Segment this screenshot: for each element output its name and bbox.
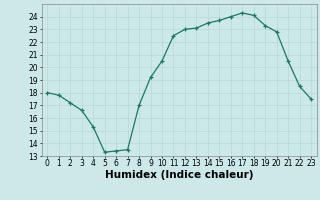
X-axis label: Humidex (Indice chaleur): Humidex (Indice chaleur) (105, 170, 253, 180)
